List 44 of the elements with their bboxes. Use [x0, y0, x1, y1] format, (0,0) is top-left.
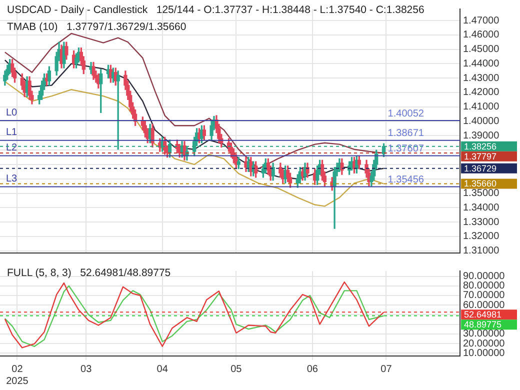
y-tick-label: 1.42000: [463, 87, 500, 98]
ref-line-label: L3: [6, 173, 18, 184]
annotation: 1.38671: [388, 128, 424, 140]
ref-line-label: 1.35660: [464, 178, 497, 189]
ref-line-label: L1: [6, 127, 18, 138]
y-tick-label: 1.39000: [463, 130, 500, 142]
x-tick-label: 04: [156, 364, 168, 375]
annotation: FULL (5, 8, 3) 52.64981/48.89775: [7, 267, 171, 279]
y-tick-label: 1.44000: [463, 58, 500, 70]
y-tick-label: 1.46000: [463, 30, 500, 41]
x-tick-label: 02 2025: [6, 364, 29, 387]
y-tick-label: 1.45000: [463, 44, 500, 56]
y-tick-label: 20.00000: [463, 338, 506, 350]
y-tick-label: 1.32000: [463, 231, 500, 242]
annotation: TMAB (10) 1.37797/1.36729/1.35660: [7, 21, 186, 33]
y-tick-label: 70.00000: [463, 290, 506, 302]
y-tick-label: 1.47000: [463, 15, 500, 26]
annotation: 1.40052: [388, 108, 424, 120]
ref-line-label: 52.64981: [464, 310, 502, 320]
y-tick-label: 10.00000: [463, 348, 506, 359]
ref-line-label: L0: [6, 107, 18, 118]
ref-line-label: 48.89775: [464, 320, 502, 330]
y-tick-label: 90.00000: [463, 271, 506, 282]
x-tick-label: 03: [80, 364, 92, 375]
y-tick-label: 1.35000: [463, 188, 500, 200]
y-tick-label: 60.00000: [463, 300, 506, 311]
y-tick-label: 1.43000: [463, 72, 500, 84]
y-tick-label: 1.33000: [463, 216, 500, 228]
chart-title: USDCAD - Daily - Candlestick 125/144 - O:1.37737 - H:1.38448 - L:1.37540 - C:1.38256: [7, 4, 424, 16]
y-tick-label: 1.34000: [463, 202, 500, 214]
y-tick-label: 80.00000: [463, 280, 506, 292]
y-tick-label: 1.40000: [463, 116, 500, 128]
y-tick-label: 30.00000: [463, 328, 506, 340]
x-tick-label: 06: [306, 364, 318, 375]
annotation: 1.35456: [388, 174, 424, 186]
y-tick-label: 1.41000: [463, 102, 500, 113]
ref-line-label: L2: [6, 142, 18, 154]
x-tick-label: 07: [380, 364, 392, 375]
annotation: 1.37607: [388, 143, 424, 154]
ref-line-label: 1.38256: [464, 141, 497, 152]
ref-line-label: 1.36729: [464, 163, 497, 174]
y-tick-label: 1.31000: [463, 246, 500, 257]
ref-line-label: 1.37797: [464, 151, 497, 162]
x-tick-label: 05: [230, 364, 242, 375]
